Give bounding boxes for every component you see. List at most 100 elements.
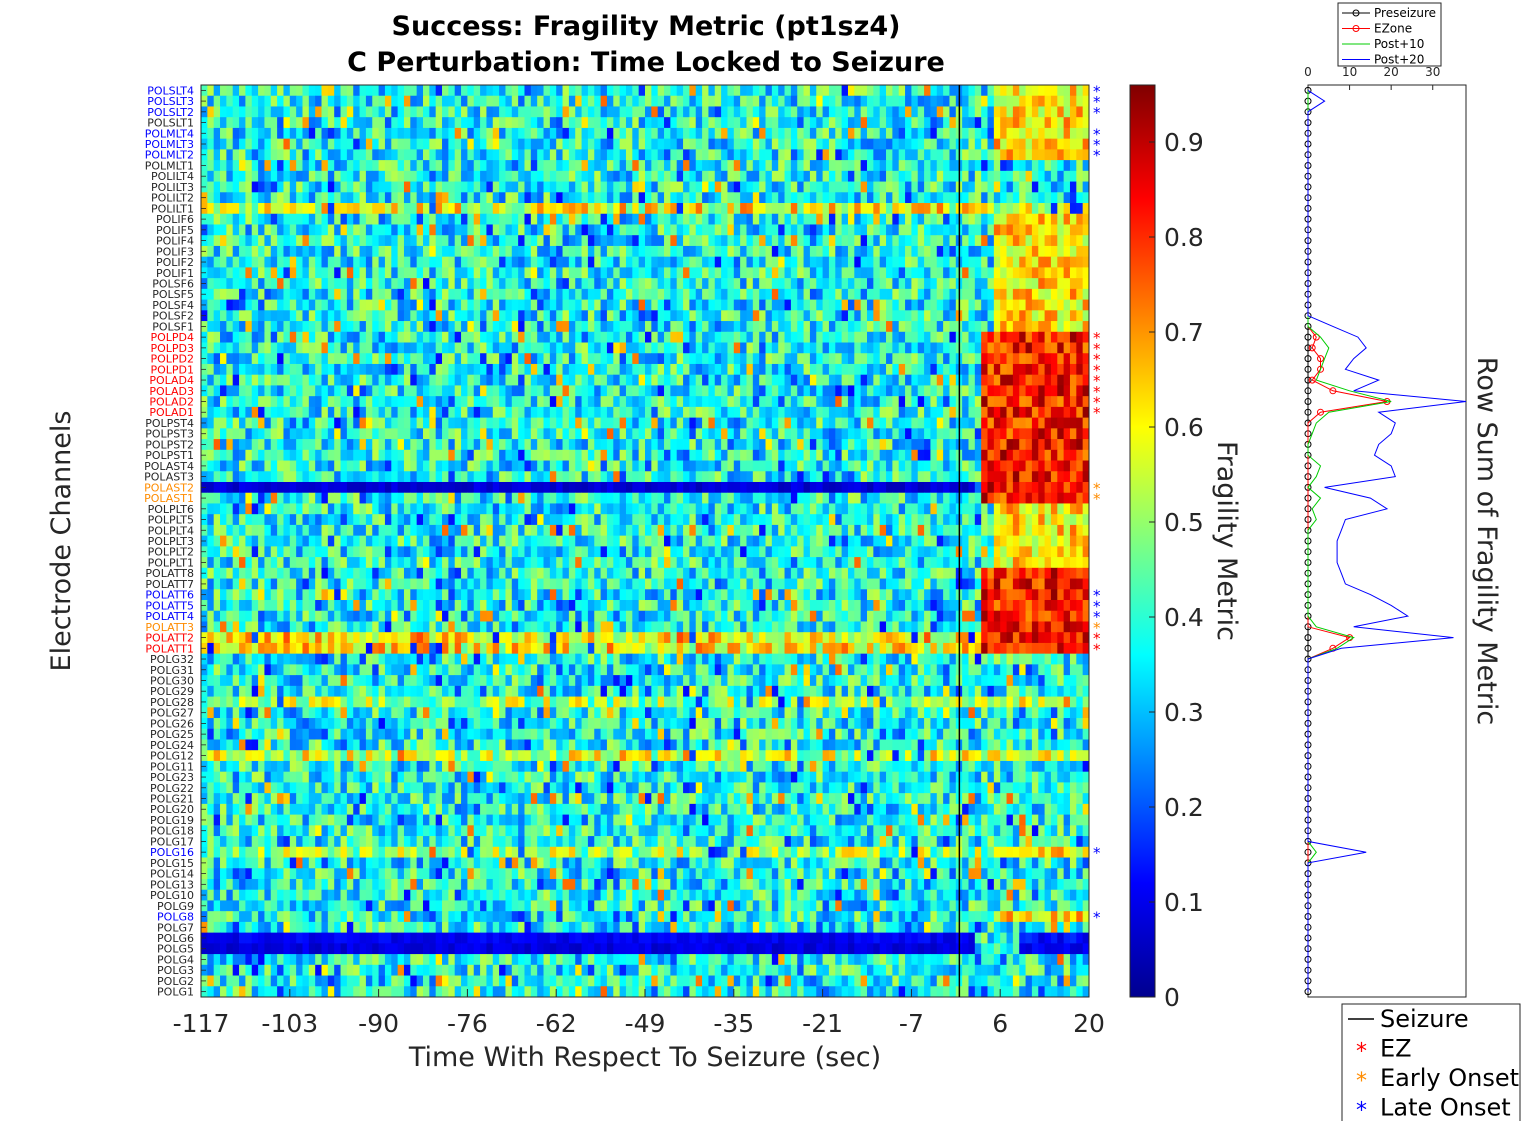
heatmap-cell (499, 85, 506, 97)
heatmap-cell (562, 181, 570, 193)
heatmap-cell (759, 245, 766, 258)
heatmap-cell (505, 192, 513, 204)
heatmap-cell (403, 117, 411, 129)
heatmap-cell (1069, 321, 1077, 333)
heatmap-cell (816, 406, 823, 419)
heatmap-cell (689, 213, 697, 225)
heatmap-cell (594, 331, 601, 343)
heatmap-cell (841, 310, 849, 322)
heatmap-cell (822, 363, 830, 376)
heatmap-cell (461, 203, 468, 215)
heatmap-cell (549, 203, 557, 215)
heatmap-cell (302, 278, 310, 290)
heatmap-cell (321, 406, 329, 419)
heatmap-cell (391, 374, 399, 386)
heatmap-cell (695, 203, 703, 215)
heatmap-cell (461, 310, 468, 322)
heatmap-cell (854, 224, 862, 236)
heatmap-cell (207, 224, 215, 236)
heatmap-cell (207, 170, 215, 182)
heatmap-cell (296, 213, 303, 225)
heatmap-cell (499, 363, 506, 376)
heatmap-cell (816, 245, 823, 258)
heatmap-cell (226, 331, 234, 343)
heatmap-cell (803, 396, 811, 408)
heatmap-cell (759, 192, 766, 204)
heatmap-cell (1006, 299, 1014, 311)
heatmap-cell (759, 374, 766, 386)
heatmap-cell (847, 235, 855, 247)
heatmap-cell (568, 245, 576, 258)
heatmap-cell (917, 417, 925, 429)
heatmap-cell (683, 224, 690, 236)
heatmap-cell (473, 321, 481, 333)
heatmap-cell (790, 117, 798, 129)
heatmap-cell (334, 299, 341, 311)
heatmap-cell (962, 245, 969, 258)
heatmap-cell (403, 342, 411, 354)
heatmap-cell (949, 170, 957, 182)
heatmap-cell (847, 406, 855, 419)
heatmap-cell (683, 385, 690, 397)
heatmap-cell (397, 310, 405, 322)
heatmap-cell (410, 385, 418, 397)
heatmap-cell (1063, 449, 1071, 461)
heatmap-cell (797, 256, 804, 268)
heatmap-cell (1044, 449, 1052, 461)
heatmap-cell (499, 106, 506, 118)
heatmap-cell (365, 353, 373, 365)
heatmap-cell (867, 106, 874, 118)
heatmap-cell (1019, 127, 1026, 140)
heatmap-cell (733, 310, 741, 322)
heatmap-cell (632, 428, 640, 440)
heatmap-cell (841, 374, 849, 386)
heatmap-cell (270, 267, 278, 279)
heatmap-cell (277, 149, 284, 161)
heatmap-cell (746, 288, 754, 300)
heatmap-cell (524, 224, 532, 236)
heatmap-cell (657, 149, 665, 161)
heatmap-cell (670, 331, 678, 343)
heatmap-cell (803, 267, 811, 279)
heatmap-cell (860, 417, 868, 429)
heatmap-cell (1006, 149, 1014, 161)
heatmap-cell (930, 439, 938, 451)
heatmap-cell (467, 417, 475, 429)
heatmap-cell (905, 213, 912, 225)
heatmap-cell (384, 321, 392, 333)
heatmap-cell (1025, 224, 1033, 236)
heatmap-cell (822, 106, 830, 118)
heatmap-cell (289, 439, 297, 451)
heatmap-cell (733, 203, 741, 215)
heatmap-cell (346, 278, 354, 290)
heatmap-cell (480, 160, 487, 172)
heatmap-cell (442, 374, 449, 386)
heatmap-cell (993, 106, 1001, 118)
heatmap-cell (473, 385, 481, 397)
heatmap-cell (689, 449, 697, 461)
heatmap-cell (1082, 331, 1090, 343)
heatmap-cell (581, 149, 589, 161)
heatmap-cell (708, 256, 716, 268)
heatmap-cell (568, 213, 576, 225)
heatmap-cell (873, 224, 881, 236)
heatmap-cell (378, 310, 386, 322)
heatmap-cell (949, 310, 957, 322)
heatmap-cell (435, 138, 443, 150)
heatmap-cell (302, 160, 310, 172)
heatmap-cell (778, 235, 785, 247)
heatmap-cell (778, 449, 785, 461)
heatmap-cell (721, 138, 728, 150)
heatmap-cell (740, 235, 747, 247)
heatmap-cell (543, 235, 551, 247)
heatmap-cell (353, 385, 360, 397)
heatmap-cell (778, 117, 785, 129)
heatmap-cell (568, 203, 576, 215)
heatmap-cell (416, 213, 424, 225)
heatmap-cell (537, 406, 544, 419)
heatmap-cell (987, 192, 995, 204)
heatmap-cell (778, 321, 785, 333)
heatmap-cell (689, 288, 697, 300)
heatmap-cell (499, 396, 506, 408)
heatmap-cell (892, 406, 900, 419)
